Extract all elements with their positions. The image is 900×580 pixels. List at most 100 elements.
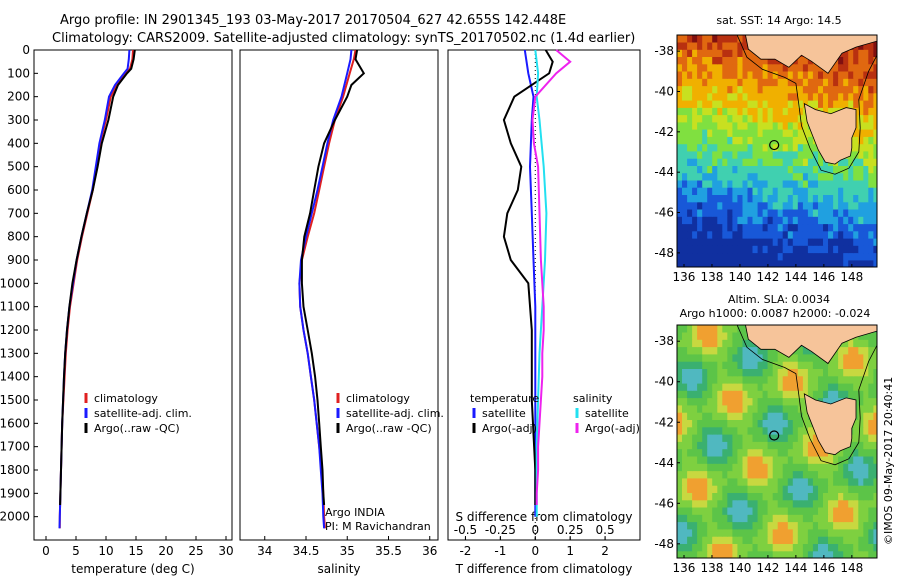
x-tick-label: 136 xyxy=(673,270,696,284)
y-tick-label: 100 xyxy=(7,66,30,80)
map-frame xyxy=(676,34,878,268)
x-tick-label: 140 xyxy=(728,561,751,575)
x-tick-label: -2 xyxy=(459,544,471,558)
y-tick-label: 900 xyxy=(7,253,30,267)
series-line xyxy=(58,49,131,529)
plot-frame xyxy=(239,49,439,541)
plot-frame xyxy=(33,49,233,541)
x2-tick-label: -0.5 xyxy=(454,523,477,537)
x2-tick-label: 0.25 xyxy=(557,523,584,537)
legend-label: Argo(-adj) xyxy=(585,422,640,435)
y-tick-label: 1900 xyxy=(0,486,30,500)
legend-label: satellite xyxy=(585,407,629,420)
legend-label: satellite-adj. clim. xyxy=(346,407,444,420)
tasmania-land xyxy=(803,393,857,456)
y-tick-label: 1600 xyxy=(0,416,30,430)
y-tick-label: 1000 xyxy=(0,276,30,290)
x-tick-label: 138 xyxy=(701,561,724,575)
y-tick-label: -40 xyxy=(654,84,674,98)
x2-tick-label: 0.5 xyxy=(596,523,615,537)
float-program-label: Argo INDIA xyxy=(325,506,385,519)
x-tick-label: 142 xyxy=(756,270,779,284)
y-tick-label: 1300 xyxy=(0,346,30,360)
x-tick-label: 34.5 xyxy=(293,544,320,558)
y-tick-label: 400 xyxy=(7,136,30,150)
y-tick-label: 200 xyxy=(7,90,30,104)
legend-label: climatology xyxy=(94,392,158,405)
x2-tick-label: -0.25 xyxy=(485,523,516,537)
sst-map-panel: sat. SST: 14 Argo: 14.5 136 138 140 142 144 14… xyxy=(654,14,878,284)
y-tick-label: -46 xyxy=(654,206,674,220)
y-tick-label: 1500 xyxy=(0,393,30,407)
argo-position-marker xyxy=(769,139,780,151)
x-tick-label: 25 xyxy=(188,544,203,558)
y-tick-label: -42 xyxy=(654,415,674,429)
mainland-land xyxy=(745,325,877,365)
x-tick-label: 34 xyxy=(257,544,272,558)
x-tick-label: 10 xyxy=(98,544,113,558)
x-tick-label: 30 xyxy=(218,544,233,558)
temperature-profile-panel: 0100200300400500600700800900100011001200… xyxy=(0,43,234,576)
legend-label: Argo(..raw -QC) xyxy=(346,422,432,435)
float-pi-label: PI: M Ravichandran xyxy=(325,520,431,533)
y-tick-label: 1400 xyxy=(0,370,30,384)
x-tick-label: 0 xyxy=(531,544,539,558)
y-tick-label: 2000 xyxy=(0,510,30,524)
x-tick-label: 136 xyxy=(673,561,696,575)
x-tick-label: 36 xyxy=(422,544,437,558)
y-tick-label: 300 xyxy=(7,113,30,127)
x-tick-label: 15 xyxy=(128,544,143,558)
x-tick-label: 146 xyxy=(812,270,835,284)
y-tick-label: 0 xyxy=(22,43,30,57)
plot-frame xyxy=(447,49,641,541)
y-tick-label: 1100 xyxy=(0,300,30,314)
header-line-2: Climatology: CARS2009. Satellite-adjuste… xyxy=(52,31,635,46)
map-title: Altim. SLA: 0.0034 xyxy=(728,293,830,306)
y-tick-label: -44 xyxy=(654,456,674,470)
credit-label: ©IMOS 09-May-2017 20:40:41 xyxy=(882,377,895,545)
y-tick-label: 800 xyxy=(7,230,30,244)
legend-group-title: salinity xyxy=(573,392,613,405)
map-field xyxy=(677,35,877,267)
y-tick-label: -46 xyxy=(654,496,674,510)
x-tick-label: 140 xyxy=(728,270,751,284)
x2-axis-label: S difference from climatology xyxy=(456,510,633,524)
series-line xyxy=(298,49,353,529)
y-tick-label: 1200 xyxy=(0,323,30,337)
series-line xyxy=(300,49,366,506)
series-line xyxy=(59,49,136,506)
x-tick-label: 2 xyxy=(601,544,609,558)
series-line xyxy=(534,49,548,517)
series-line xyxy=(502,49,554,505)
y-tick-label: 1800 xyxy=(0,463,30,477)
difference-profile-panel: -2 -1 0 1 2 T difference from climatology -0.5… xyxy=(447,49,641,576)
series-line xyxy=(531,49,572,505)
x-tick-label: 1 xyxy=(566,544,574,558)
y-tick-label: -38 xyxy=(654,44,674,58)
salinity-profile-panel: 34 34.5 35 35.5 36 salinity climatology satelli… xyxy=(239,49,444,576)
map-frame xyxy=(676,324,878,559)
x-tick-label: 5 xyxy=(72,544,80,558)
legend-label: Argo(-adj) xyxy=(482,422,537,435)
isobath-contour xyxy=(736,325,877,466)
y-tick-label: -48 xyxy=(654,537,674,551)
x-tick-label: 146 xyxy=(812,561,835,575)
x-axis-label: salinity xyxy=(317,562,360,576)
map-title: sat. SST: 14 Argo: 14.5 xyxy=(716,14,841,27)
x-tick-label: 0 xyxy=(42,544,50,558)
x-tick-label: 142 xyxy=(756,561,779,575)
argo-position-marker xyxy=(769,430,780,441)
tasmania-land xyxy=(803,102,857,165)
y-tick-label: -40 xyxy=(654,375,674,389)
y-tick-label: -48 xyxy=(654,246,674,260)
legend-label: Argo(..raw -QC) xyxy=(94,422,180,435)
legend-label: climatology xyxy=(346,392,410,405)
x-tick-label: 144 xyxy=(784,561,807,575)
x-tick-label: 138 xyxy=(701,270,724,284)
x-tick-label: 144 xyxy=(784,270,807,284)
y-tick-label: 700 xyxy=(7,206,30,220)
y-tick-label: 1700 xyxy=(0,440,30,454)
x-tick-label: 148 xyxy=(840,561,863,575)
y-tick-label: 500 xyxy=(7,160,30,174)
